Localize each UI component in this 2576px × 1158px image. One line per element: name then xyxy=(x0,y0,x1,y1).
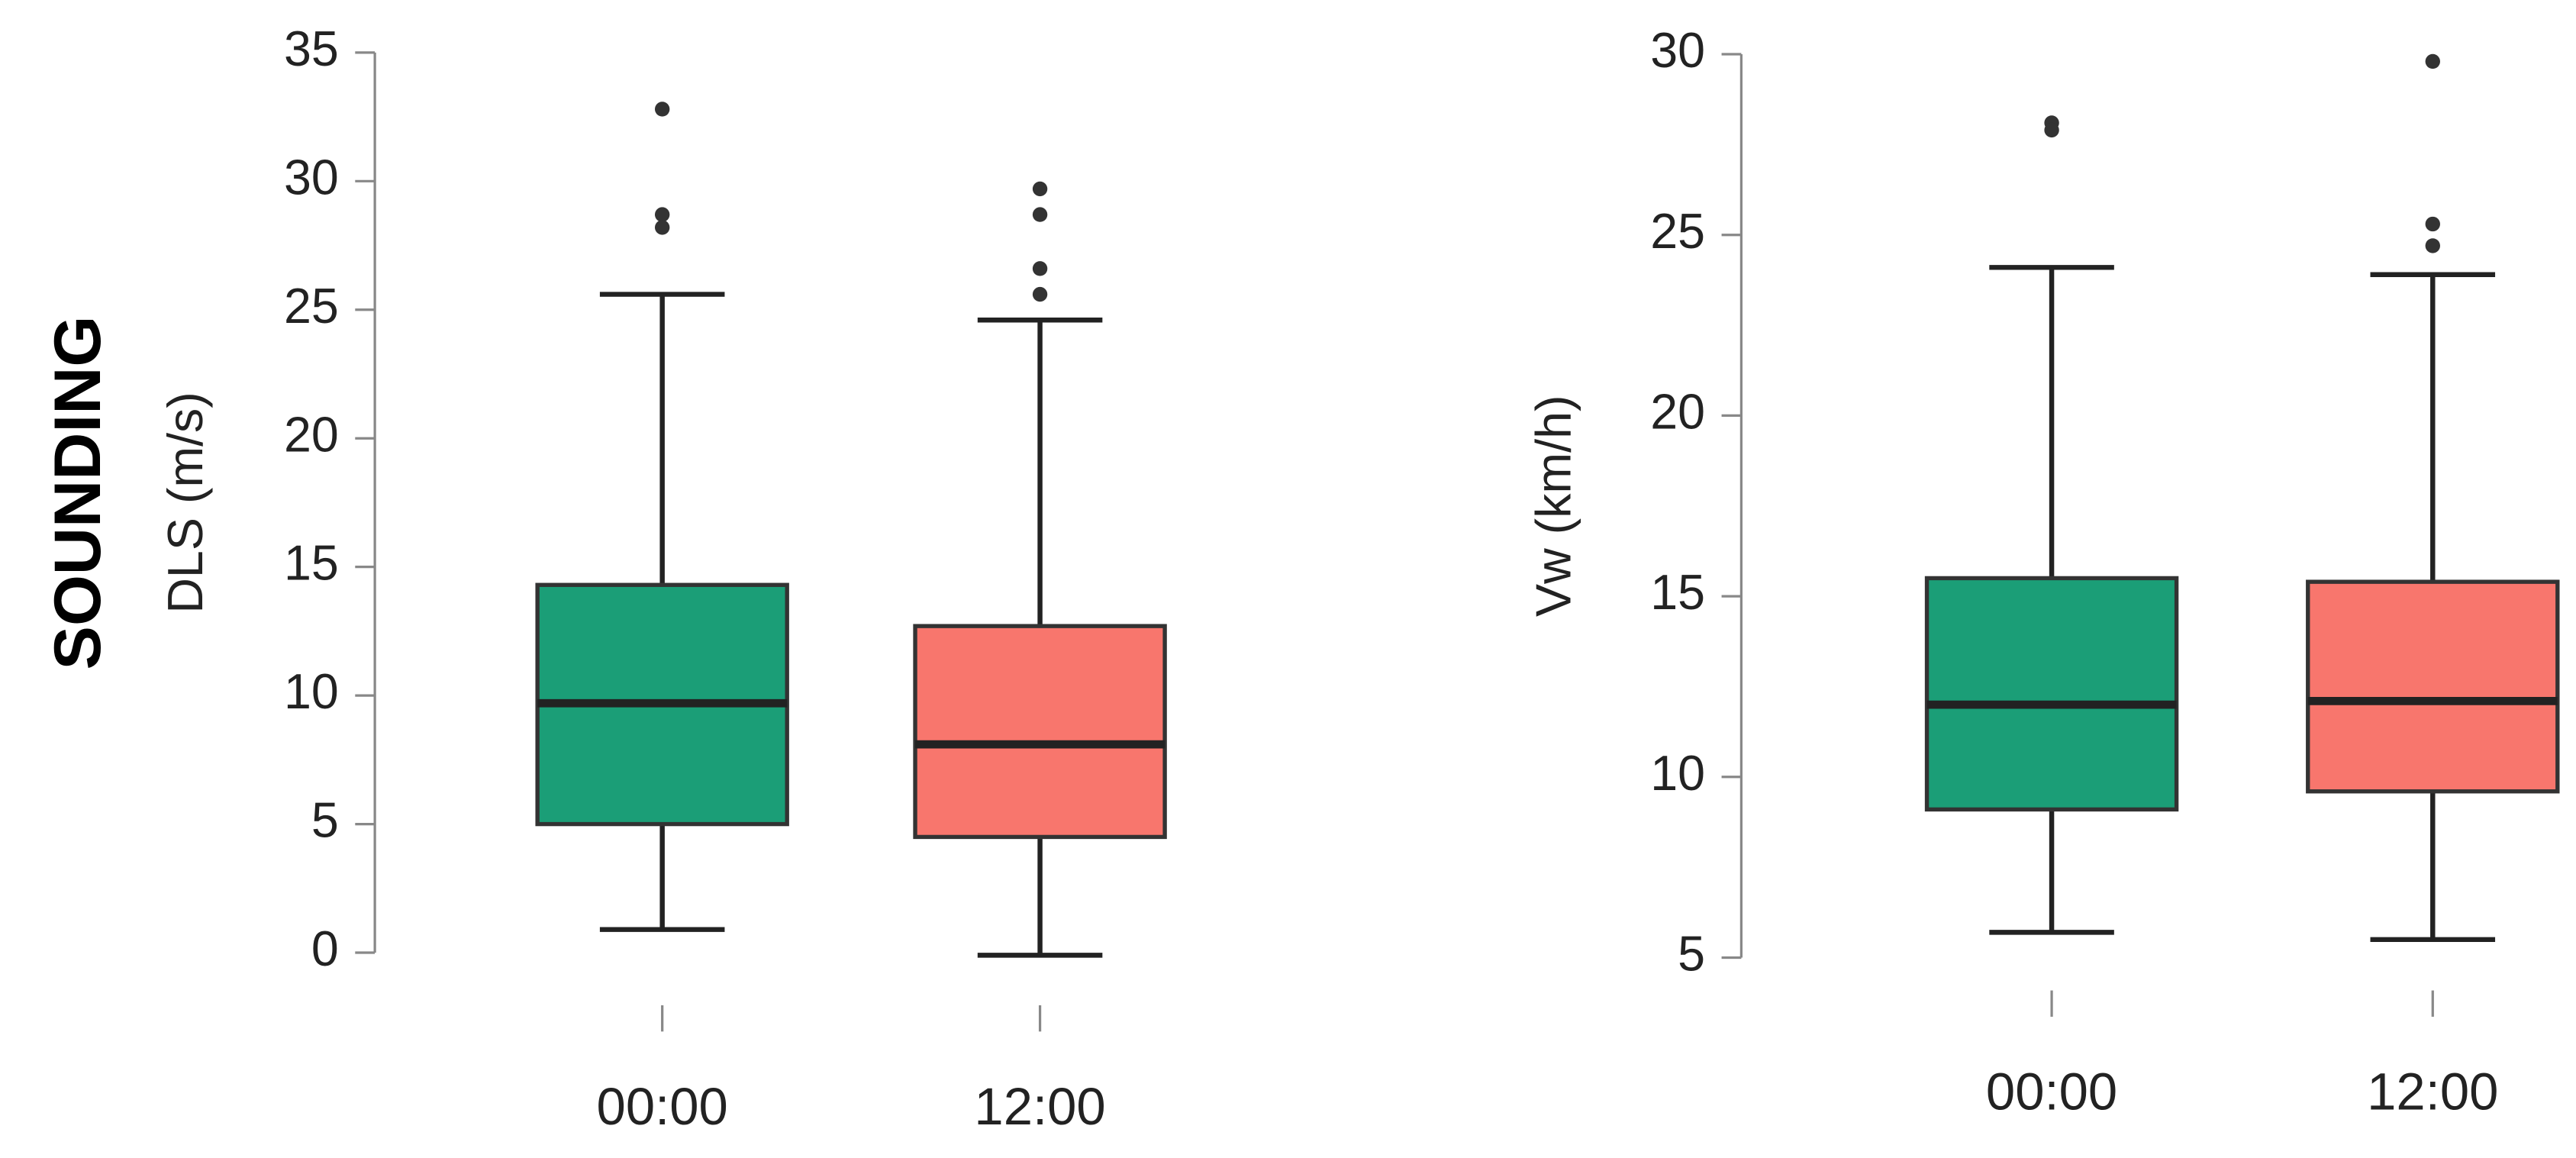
outlier xyxy=(1032,207,1048,222)
box xyxy=(2306,579,2560,794)
y-tick-label: 10 xyxy=(284,664,339,719)
y-tick-label: 15 xyxy=(1650,565,1705,620)
y-tick-label: 25 xyxy=(284,279,339,334)
y-axis-label: DLS (m/s) xyxy=(158,392,213,613)
outlier xyxy=(654,102,670,117)
x-tick-label: 00:00 xyxy=(597,1077,728,1136)
y-tick-label: 10 xyxy=(1650,746,1705,801)
y-tick-label: 30 xyxy=(1650,23,1705,78)
box xyxy=(1924,576,2179,812)
y-tick-label: 5 xyxy=(311,793,339,848)
outlier xyxy=(1032,261,1048,276)
outlier xyxy=(2425,216,2440,232)
y-tick-label: 30 xyxy=(284,150,339,205)
outlier xyxy=(1032,286,1048,302)
outlier xyxy=(2425,53,2440,69)
y-axis-label: Vw (km/h) xyxy=(1526,395,1581,617)
outlier xyxy=(654,220,670,235)
outlier xyxy=(2044,122,2059,138)
y-tick-label: 20 xyxy=(1650,384,1705,439)
x-tick-label: 12:00 xyxy=(2367,1062,2498,1121)
y-tick-label: 25 xyxy=(1650,204,1705,259)
y-tick-label: 20 xyxy=(284,407,339,462)
y-tick-label: 5 xyxy=(1678,927,1705,982)
y-tick-label: 35 xyxy=(284,21,339,76)
box xyxy=(913,624,1167,840)
x-tick-label: 12:00 xyxy=(974,1077,1105,1136)
y-tick-label: 15 xyxy=(284,536,339,591)
x-tick-label: 00:00 xyxy=(1986,1062,2117,1121)
y-tick-label: 0 xyxy=(311,921,339,976)
outlier xyxy=(2425,238,2440,253)
side-label: SOUNDING xyxy=(41,316,114,670)
outlier xyxy=(654,207,670,222)
outlier xyxy=(1032,181,1048,197)
